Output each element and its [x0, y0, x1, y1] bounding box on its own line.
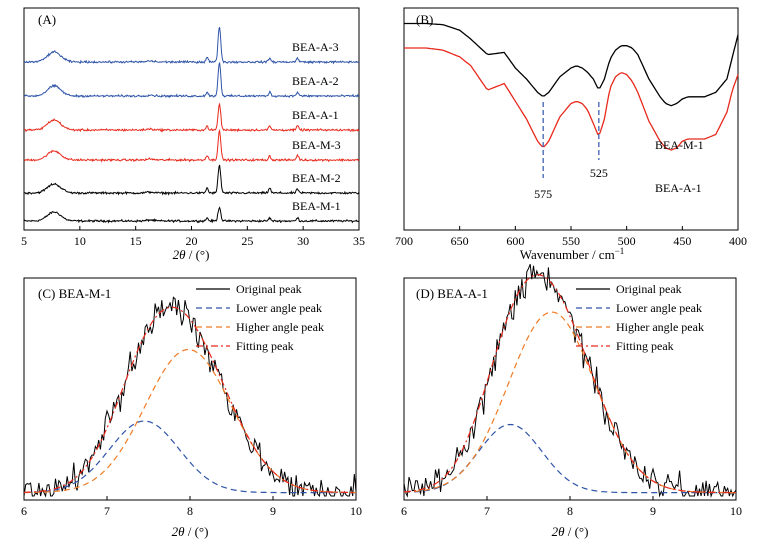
- panel-a-series-bea-m-2: [23, 164, 360, 196]
- panel-c-x-axis-label: 2θ / (°): [172, 524, 209, 539]
- panel-d-lower-angle-peak: [403, 423, 736, 494]
- panel-d-x-tick-label: 6: [401, 504, 407, 518]
- panel-a-x-axis-label-theta: θ: [179, 247, 186, 262]
- panel-d-x-tick-label: 7: [484, 504, 490, 518]
- panel-d-x-axis-label: 2θ / (°): [552, 524, 589, 539]
- panel-d-legend-fitting-label: Fitting peak: [616, 339, 674, 353]
- panel-d-legend-lower-label: Lower angle peak: [616, 301, 702, 315]
- panel-a-x-tick-label: 15: [130, 234, 142, 248]
- panel-c-label: (C) BEA-M-1: [38, 286, 111, 301]
- panel-b-annotation: 525: [590, 166, 608, 180]
- panel-b-series-bea-m-1: [404, 22, 739, 107]
- panel-b-x-axis-label: Wavenumber / cm−1: [520, 246, 625, 262]
- panel-d-x-axis-label-theta: θ: [558, 524, 565, 539]
- panel-a-series-bea-m-1: [23, 206, 360, 224]
- panel-a-label: (A): [38, 12, 56, 27]
- panel-b: (B) 575 525 BEA-M-1 BEA-A-1 700 650 600 550 500 4…: [395, 7, 747, 262]
- panel-a-x-axis-label-unit: / (°): [185, 247, 209, 262]
- panel-c: (C) BEA-M-1 Original peak Lower angle pea…: [21, 277, 362, 539]
- panel-c-label-sample: BEA-M-1: [59, 286, 112, 301]
- panel-c-legend-higher-label: Higher angle peak: [236, 320, 324, 334]
- panel-b-x-axis-label-sup: −1: [615, 246, 625, 256]
- panel-b-x-tick-label: 700: [395, 234, 413, 248]
- panel-d-x-tick-label: 10: [730, 504, 742, 518]
- panel-a-x-tick-label: 35: [353, 234, 365, 248]
- panel-c-x-axis-label-unit: / (°): [184, 524, 208, 539]
- panel-b-annotation: 575: [534, 187, 552, 201]
- panel-c-x-tick-label: 7: [104, 504, 110, 518]
- panel-b-x-tick-label: 550: [562, 234, 580, 248]
- panel-b-x-tick-label: 650: [451, 234, 469, 248]
- panel-d-fitting-peak: [403, 274, 736, 494]
- panel-d-higher-angle-peak: [403, 311, 736, 494]
- panel-c-legend-fitting-label: Fitting peak: [236, 339, 294, 353]
- panel-a-x-tick-label: 5: [21, 234, 27, 248]
- panel-a-series-label-bea-m-1: BEA-M-1: [292, 199, 341, 213]
- panel-c-label-letter: (C): [38, 286, 55, 301]
- panel-b-label: (B): [416, 12, 433, 27]
- panel-d-x-tick-label: 8: [567, 504, 573, 518]
- panel-d-label-letter: (D): [416, 286, 434, 301]
- panel-a-x-tick-label: 20: [186, 234, 198, 248]
- panel-a-series-label-bea-m-3: BEA-M-3: [292, 138, 341, 152]
- panel-a-series-bea-a-2: [23, 62, 360, 99]
- panel-a-series-label-bea-a-1: BEA-A-1: [292, 108, 339, 122]
- panel-c-legend-lower-label: Lower angle peak: [236, 301, 322, 315]
- panel-d-label: (D) BEA-A-1: [416, 286, 488, 301]
- panel-d-legend-higher-label: Higher angle peak: [616, 320, 704, 334]
- panel-c-x-tick-label: 9: [270, 504, 276, 518]
- panel-c-x-tick-label: 8: [187, 504, 193, 518]
- panel-a-series-label-bea-a-2: BEA-A-2: [292, 74, 339, 88]
- panel-d: (D) BEA-A-1 Original peak Lower angle pea…: [401, 264, 742, 539]
- panel-b-x-tick-label: 450: [673, 234, 691, 248]
- panel-c-x-tick-label: 10: [350, 504, 362, 518]
- panel-a-x-tick-label: 30: [297, 234, 309, 248]
- panel-c-higher-angle-peak: [24, 348, 356, 494]
- panel-c-x-axis-label-theta: θ: [178, 524, 185, 539]
- panel-d-label-sample: BEA-A-1: [437, 286, 488, 301]
- panel-b-x-axis-label-text: Wavenumber / cm: [520, 247, 615, 262]
- panel-a: (A) BEA-M-1 BEA-M-2 BEA-M-3 BEA-A-1 BEA-A-2 B…: [21, 7, 365, 262]
- panel-b-frame: [403, 7, 739, 231]
- panel-a-x-tick-label: 25: [241, 234, 253, 248]
- panel-c-original-peak: [23, 296, 357, 498]
- panel-a-series-label-bea-a-3: BEA-A-3: [292, 40, 339, 54]
- panel-b-x-tick-label: 600: [506, 234, 524, 248]
- panel-a-series-label-bea-m-2: BEA-M-2: [292, 171, 341, 185]
- panel-b-series-label-bea-a-1: BEA-A-1: [655, 181, 702, 195]
- panel-b-series-bea-a-1: [404, 47, 739, 151]
- panel-d-x-tick-label: 9: [650, 504, 656, 518]
- panel-b-series-label-bea-m-1: BEA-M-1: [655, 138, 704, 152]
- panel-b-x-tick-label: 400: [729, 234, 747, 248]
- panel-a-series-bea-a-1: [24, 102, 360, 133]
- panel-a-series-bea-a-3: [23, 27, 359, 65]
- panel-b-x-tick-label: 500: [618, 234, 636, 248]
- panel-c-legend-original-label: Original peak: [236, 282, 302, 296]
- panel-c-x-tick-label: 6: [21, 504, 27, 518]
- panel-a-x-axis-label: 2θ / (°): [173, 247, 210, 262]
- panel-c-lower-angle-peak: [24, 420, 356, 494]
- panel-c-fitting-peak: [24, 306, 356, 494]
- panel-d-x-axis-label-unit: / (°): [564, 524, 588, 539]
- panel-a-x-tick-label: 10: [74, 234, 86, 248]
- panel-d-legend-original-label: Original peak: [616, 282, 682, 296]
- panel-a-series-bea-m-3: [23, 128, 360, 163]
